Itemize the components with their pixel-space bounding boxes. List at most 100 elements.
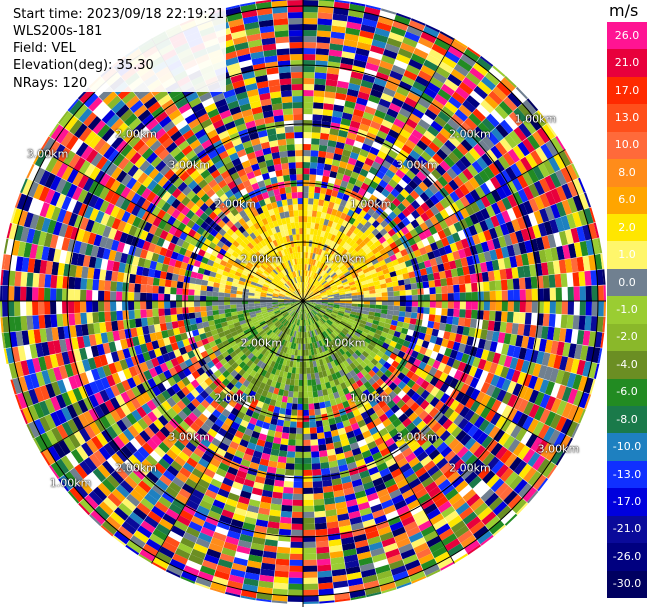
range-gate [310, 150, 319, 157]
range-gate [111, 488, 126, 503]
range-gate [539, 193, 551, 208]
range-gate [337, 285, 344, 290]
range-gate [363, 290, 370, 295]
range-gate [267, 404, 275, 413]
range-gate [449, 191, 460, 203]
range-gate [460, 139, 473, 152]
range-gate [216, 564, 232, 575]
range-gate [273, 576, 289, 584]
range-gate [202, 274, 210, 281]
range-gate [215, 323, 223, 330]
range-gate [477, 448, 491, 462]
range-gate [488, 227, 498, 240]
range-gate [306, 367, 311, 374]
range-gate [248, 554, 263, 563]
range-gate [367, 224, 376, 233]
range-gate [360, 361, 368, 369]
range-gate [254, 323, 261, 329]
range-gate [301, 307, 303, 314]
range-gate [334, 416, 343, 424]
range-gate [272, 334, 278, 341]
range-gate [18, 210, 28, 227]
range-gate [321, 298, 328, 300]
range-gate [211, 249, 219, 257]
range-gate [313, 308, 319, 313]
range-gate [405, 422, 417, 433]
range-gate [359, 424, 369, 434]
range-gate [329, 367, 336, 375]
range-gate [274, 311, 281, 316]
range-gate [340, 414, 349, 422]
range-gate [255, 288, 262, 293]
range-gate [313, 228, 319, 236]
range-gate [320, 307, 327, 312]
range-gate [303, 96, 314, 103]
range-gate [390, 319, 398, 326]
range-gate [234, 507, 247, 517]
range-gate [458, 317, 466, 327]
range-gate [366, 591, 382, 598]
range-gate [364, 585, 381, 596]
range-gate [372, 417, 382, 427]
range-gate [321, 115, 332, 123]
range-gate [295, 367, 300, 374]
range-gate [381, 353, 390, 362]
range-gate [33, 329, 42, 344]
range-gate [443, 261, 451, 271]
range-gate [320, 306, 327, 310]
range-gate [310, 228, 315, 235]
range-gate [182, 431, 193, 442]
range-gate [305, 307, 309, 314]
range-gate [290, 295, 297, 299]
range-gate [369, 293, 376, 298]
range-gate [170, 460, 183, 472]
range-gate [511, 267, 519, 279]
range-gate [539, 379, 550, 394]
range-gate [245, 318, 252, 323]
range-gate [322, 485, 334, 493]
range-gate [424, 218, 434, 229]
range-gate [447, 301, 454, 309]
range-gate [184, 234, 193, 244]
range-gate [335, 343, 342, 351]
range-gate [444, 396, 455, 408]
range-gate [268, 322, 275, 329]
range-gate [464, 180, 475, 193]
range-gate [378, 236, 387, 244]
range-gate [415, 215, 425, 226]
range-gate [156, 404, 167, 415]
range-gate [394, 251, 403, 259]
range-gate [408, 179, 419, 190]
range-gate [359, 30, 375, 40]
range-gate [193, 260, 202, 268]
range-gate [248, 289, 256, 294]
range-gate [326, 521, 339, 529]
range-gate [325, 509, 337, 517]
range-gate [327, 140, 337, 148]
range-gate [342, 327, 350, 334]
range-gate [227, 272, 235, 279]
range-gate [409, 190, 420, 200]
range-gate [377, 526, 392, 536]
range-gate [310, 348, 315, 356]
range-gate [308, 304, 314, 309]
range-gate [429, 376, 439, 387]
range-gate [390, 26, 407, 37]
range-gate [384, 154, 395, 165]
range-gate [435, 66, 451, 79]
range-gate [444, 538, 461, 552]
range-gate [331, 373, 338, 381]
range-gate [102, 225, 112, 238]
range-gate [333, 345, 339, 353]
range-gate [229, 441, 240, 450]
range-gate [391, 174, 402, 184]
range-gate [296, 301, 302, 303]
range-gate [274, 320, 280, 326]
range-gate [527, 418, 540, 434]
range-gate [26, 359, 36, 375]
range-gate [384, 369, 393, 378]
range-gate [561, 301, 568, 315]
range-gate [303, 302, 305, 308]
range-gate [349, 369, 357, 378]
range-gate [486, 239, 496, 251]
